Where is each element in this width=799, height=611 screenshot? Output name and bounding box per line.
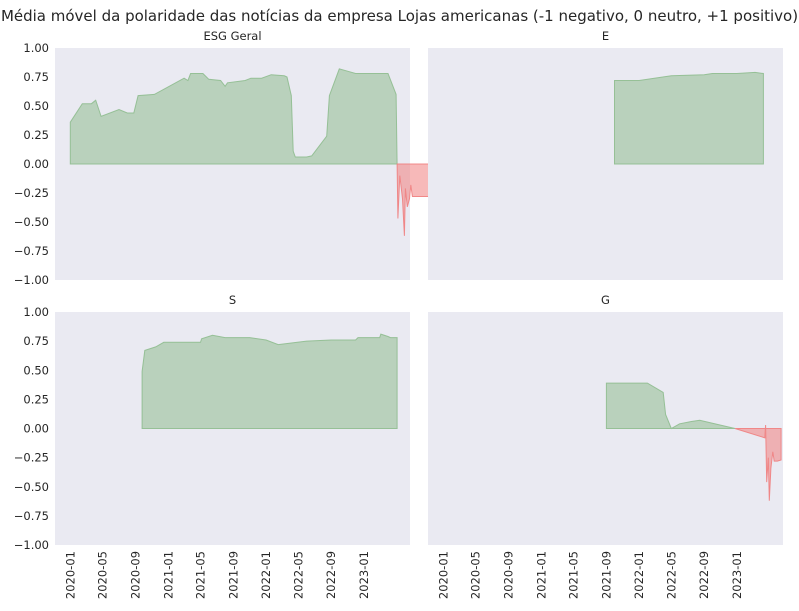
- y-tick-label: −0.50: [14, 215, 49, 229]
- x-tick-label: 2021-01: [161, 551, 175, 599]
- panel-s: S 1.00 0.75 0.50 0.25 0.00 −0.25 −0.50 −0.75 −1.0…: [14, 293, 410, 599]
- x-tick-label: 2020-05: [469, 551, 483, 599]
- x-tick-label: 2020-05: [96, 551, 110, 599]
- y-tick-label: 1.00: [23, 305, 49, 319]
- x-tick-label: 2023-01: [730, 551, 744, 599]
- positive-area: [69, 68, 398, 165]
- x-tick-label: 2023-01: [357, 551, 371, 599]
- x-tick-label: 2022-09: [324, 551, 338, 599]
- y-tick-label: 1.00: [23, 41, 49, 55]
- x-tick-label: 2022-09: [697, 551, 711, 599]
- x-tick-label: 2021-05: [194, 551, 208, 599]
- y-tick-label: 0.25: [23, 392, 49, 406]
- x-tick-label: 2020-09: [129, 551, 143, 599]
- subplot-title: E: [602, 29, 609, 43]
- panel-esg-geral: ESG Geral 1.00 0.75 0.50 0.25 0.00 −0.25 −0.50 −…: [14, 29, 446, 287]
- y-tick-label: 0.00: [23, 157, 49, 171]
- subplot-title: ESG Geral: [203, 29, 261, 43]
- positive-area: [141, 333, 398, 429]
- y-tick-label: −0.75: [14, 244, 49, 258]
- y-tick-label: −0.25: [14, 186, 49, 200]
- x-tick-label: 2022-01: [632, 551, 646, 599]
- y-tick-label: 0.50: [23, 99, 49, 113]
- y-tick-label: −1.00: [14, 273, 49, 287]
- x-tick-label: 2022-05: [664, 551, 678, 599]
- positive-area: [614, 71, 764, 165]
- y-tick-label: 0.00: [23, 422, 49, 436]
- x-tick-label: 2021-09: [599, 551, 613, 599]
- y-tick-label: −0.50: [14, 480, 49, 494]
- y-tick-label: 0.75: [23, 70, 49, 84]
- figure-title: Média móvel da polaridade das notícias d…: [0, 7, 799, 25]
- x-tick-label: 2021-09: [226, 551, 240, 599]
- subplot-title: S: [229, 293, 236, 307]
- y-tick-label: −1.00: [14, 538, 49, 552]
- y-tick-label: 0.75: [23, 334, 49, 348]
- x-tick-label: 2021-01: [534, 551, 548, 599]
- x-tick-label: 2022-01: [259, 551, 273, 599]
- x-tick-label: 2021-05: [567, 551, 581, 599]
- x-tick-label: 2020-01: [436, 551, 450, 599]
- y-tick-label: −0.75: [14, 509, 49, 523]
- y-tick-label: 0.25: [23, 128, 49, 142]
- panel-g: G 2020-01 2020-05 2020-09 2021-01 2021-05 2021…: [428, 293, 783, 599]
- x-tick-label: 2020-01: [63, 551, 77, 599]
- x-tick-label: 2022-05: [291, 551, 305, 599]
- panel-e: E: [428, 29, 783, 280]
- subplot-title: G: [601, 293, 610, 307]
- y-tick-label: 0.50: [23, 363, 49, 377]
- x-tick-label: 2020-09: [502, 551, 516, 599]
- negative-area: [734, 424, 782, 501]
- y-tick-label: −0.25: [14, 451, 49, 465]
- positive-area: [605, 382, 736, 430]
